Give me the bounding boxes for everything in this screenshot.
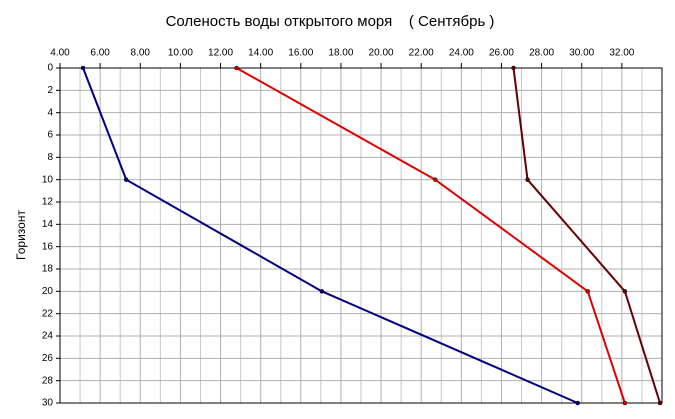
plot-frame xyxy=(59,67,663,404)
y-tick-label: 26 xyxy=(42,353,54,364)
y-tick-label: 10 xyxy=(42,174,54,185)
x-tick-label: 14.00 xyxy=(248,48,273,59)
x-tick-label: 26.00 xyxy=(489,48,514,59)
data-point xyxy=(123,177,129,182)
y-tick-label: 20 xyxy=(42,286,54,297)
series-line xyxy=(82,67,579,404)
x-tick-label: 12.00 xyxy=(208,48,233,59)
y-tick-label: 6 xyxy=(47,130,53,141)
x-tick-label: 24.00 xyxy=(449,48,474,59)
data-point xyxy=(585,289,591,294)
data-point xyxy=(319,289,325,294)
data-point xyxy=(622,400,628,406)
y-tick-label: 12 xyxy=(42,197,54,208)
x-tick-label: 18.00 xyxy=(328,48,353,59)
y-tick-label: 2 xyxy=(47,85,53,96)
x-tick-label: 28.00 xyxy=(529,48,554,59)
y-tick-label: 8 xyxy=(47,152,53,163)
data-point xyxy=(622,289,628,294)
x-tick-label: 20.00 xyxy=(369,48,394,59)
y-tick-label: 30 xyxy=(42,398,54,409)
x-tick-label: 6.00 xyxy=(90,48,110,59)
x-tick-label: 32.00 xyxy=(609,48,634,59)
x-tick-label: 10.00 xyxy=(168,48,193,59)
x-tick-label: 8.00 xyxy=(131,48,151,59)
chart-title: Соленость воды открытого моря ( Сентябрь… xyxy=(166,13,495,30)
y-axis-label: Горизонт xyxy=(14,210,28,260)
y-tick-label: 28 xyxy=(42,375,54,386)
x-tick-label: 16.00 xyxy=(288,48,313,59)
data-point xyxy=(234,65,239,71)
y-tick-label: 0 xyxy=(47,63,53,74)
data-point xyxy=(80,65,86,71)
y-tick-label: 4 xyxy=(47,107,53,118)
data-point xyxy=(511,65,516,71)
series-line xyxy=(512,67,661,404)
data-point xyxy=(575,400,580,406)
y-tick-label: 22 xyxy=(42,308,54,319)
y-tick-label: 14 xyxy=(42,219,54,230)
y-tick-label: 24 xyxy=(42,331,54,342)
x-tick-label: 30.00 xyxy=(569,48,594,59)
data-point xyxy=(657,400,663,406)
x-tick-label: 4.00 xyxy=(50,48,70,59)
series-line xyxy=(236,67,626,404)
y-tick-label: 18 xyxy=(42,264,54,275)
data-point xyxy=(525,177,530,182)
x-tick-label: 22.00 xyxy=(409,48,434,59)
y-tick-label: 16 xyxy=(42,241,54,252)
data-point xyxy=(432,177,438,182)
